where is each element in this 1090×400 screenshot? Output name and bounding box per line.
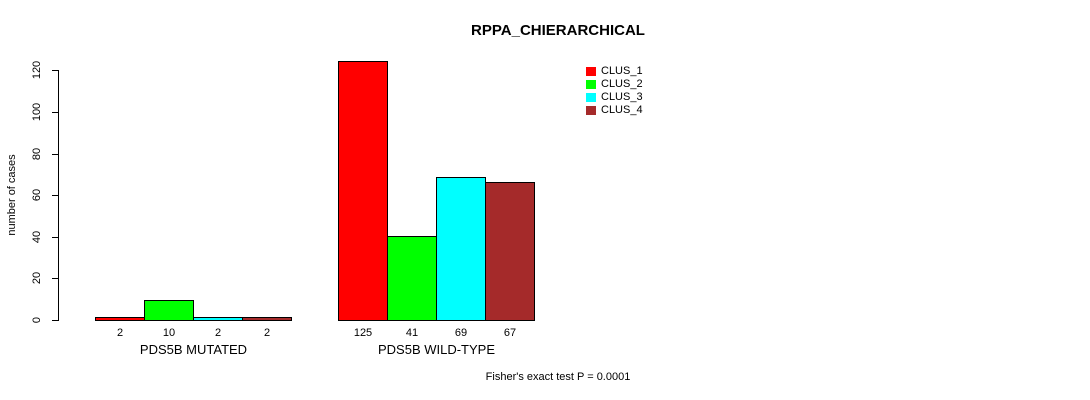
y-tick	[52, 237, 58, 238]
y-tick	[52, 70, 58, 71]
bar-value-label: 2	[263, 327, 271, 339]
x-group-label-pds5b-mutated: PDS5B MUTATED	[139, 342, 248, 357]
legend-swatch-clus-2	[586, 80, 596, 89]
bar-value-label: 2	[116, 327, 124, 339]
y-tick	[52, 278, 58, 279]
bar-clus-2-pds5b-mutated	[144, 300, 194, 321]
legend-swatch-clus-3	[586, 93, 596, 102]
legend-item-clus-1: CLUS_1	[586, 65, 643, 78]
bar-value-label: 69	[454, 327, 468, 339]
y-tick-label: 100	[31, 102, 43, 122]
x-group-label-pds5b-wild-type: PDS5B WILD-TYPE	[377, 342, 496, 357]
y-axis	[58, 70, 59, 321]
y-tick-label: 120	[31, 60, 43, 80]
legend: CLUS_1 CLUS_2 CLUS_3 CLUS_4	[586, 65, 643, 117]
legend-swatch-clus-4	[586, 106, 596, 115]
legend-label-clus-3: CLUS_3	[601, 91, 643, 103]
bar-clus-4-pds5b-wild-type	[485, 182, 535, 321]
bar-value-label: 67	[503, 327, 517, 339]
legend-item-clus-3: CLUS_3	[586, 91, 643, 104]
y-tick	[52, 112, 58, 113]
bar-value-label: 10	[162, 327, 176, 339]
bar-clus-3-pds5b-mutated	[193, 317, 243, 321]
y-tick-label: 0	[31, 316, 43, 324]
y-tick-label: 20	[31, 271, 43, 285]
bar-value-label: 41	[405, 327, 419, 339]
y-tick-label: 60	[31, 188, 43, 202]
stat-annotation: Fisher's exact test P = 0.0001	[485, 371, 631, 383]
bar-clus-3-pds5b-wild-type	[436, 177, 486, 321]
y-tick	[52, 154, 58, 155]
legend-item-clus-4: CLUS_4	[586, 104, 643, 117]
legend-label-clus-1: CLUS_1	[601, 65, 643, 77]
bar-clus-2-pds5b-wild-type	[387, 236, 437, 321]
y-tick	[52, 195, 58, 196]
y-axis-label: number of cases	[6, 154, 18, 236]
bar-clus-1-pds5b-mutated	[95, 317, 145, 321]
legend-label-clus-4: CLUS_4	[601, 104, 643, 116]
legend-swatch-clus-1	[586, 67, 596, 76]
bar-clus-4-pds5b-mutated	[242, 317, 292, 321]
y-tick	[52, 320, 58, 321]
chart-title: RPPA_CHIERARCHICAL	[471, 22, 645, 39]
bar-value-label: 125	[353, 327, 373, 339]
legend-item-clus-2: CLUS_2	[586, 78, 643, 91]
bar-clus-1-pds5b-wild-type	[338, 61, 388, 321]
y-tick-label: 40	[31, 230, 43, 244]
bar-value-label: 2	[214, 327, 222, 339]
legend-label-clus-2: CLUS_2	[601, 78, 643, 90]
y-tick-label: 80	[31, 147, 43, 161]
